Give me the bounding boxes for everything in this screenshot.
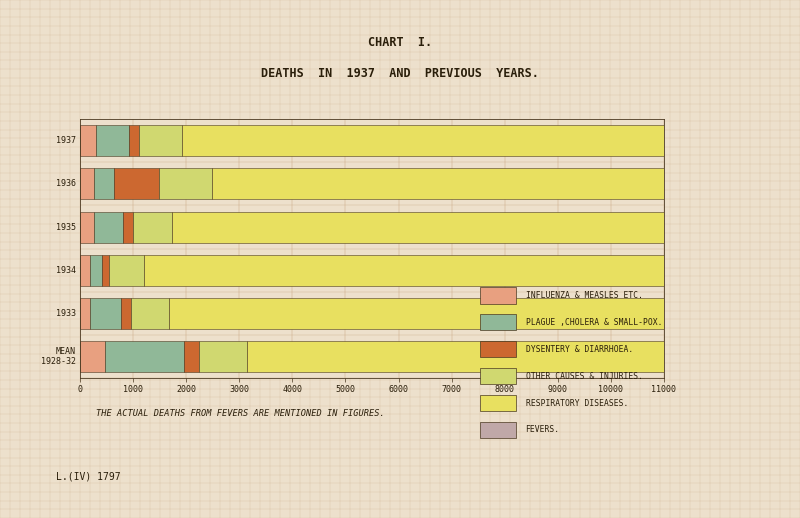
- Text: DYSENTERY & DIARRHOEA.: DYSENTERY & DIARRHOEA.: [526, 344, 633, 354]
- Bar: [102, 255, 109, 286]
- Bar: [159, 168, 212, 199]
- Bar: [80, 341, 106, 372]
- Bar: [90, 298, 122, 329]
- Text: PLAGUE ,CHOLERA & SMALL-POX.: PLAGUE ,CHOLERA & SMALL-POX.: [526, 318, 662, 327]
- Bar: [123, 211, 133, 242]
- Text: THE ACTUAL DEATHS FROM FEVERS ARE MENTIONED IN FIGURES.: THE ACTUAL DEATHS FROM FEVERS ARE MENTIO…: [96, 409, 385, 418]
- Bar: [172, 211, 800, 242]
- Text: INFLUENZA & MEASLES ETC.: INFLUENZA & MEASLES ETC.: [526, 291, 642, 300]
- Text: RESPIRATORY DISEASES.: RESPIRATORY DISEASES.: [526, 398, 628, 408]
- Bar: [122, 298, 131, 329]
- Bar: [94, 168, 114, 199]
- Bar: [80, 211, 94, 242]
- Bar: [246, 341, 800, 372]
- Bar: [212, 168, 800, 199]
- Bar: [96, 125, 129, 156]
- Text: L.(IV) 1797: L.(IV) 1797: [56, 471, 121, 481]
- Bar: [169, 298, 800, 329]
- Bar: [106, 341, 184, 372]
- Bar: [144, 255, 800, 286]
- Bar: [139, 125, 182, 156]
- Text: OTHER CAUSES & INJURIES.: OTHER CAUSES & INJURIES.: [526, 371, 642, 381]
- Bar: [131, 298, 169, 329]
- Bar: [199, 341, 246, 372]
- Text: DEATHS  IN  1937  AND  PREVIOUS  YEARS.: DEATHS IN 1937 AND PREVIOUS YEARS.: [261, 67, 539, 80]
- Bar: [182, 125, 800, 156]
- Bar: [94, 211, 123, 242]
- Bar: [90, 255, 102, 286]
- Bar: [129, 125, 139, 156]
- Bar: [114, 168, 159, 199]
- Bar: [109, 255, 144, 286]
- Bar: [80, 168, 94, 199]
- Bar: [80, 298, 90, 329]
- Bar: [80, 125, 96, 156]
- Bar: [133, 211, 172, 242]
- Text: CHART  I.: CHART I.: [368, 36, 432, 49]
- Bar: [80, 255, 90, 286]
- Bar: [184, 341, 199, 372]
- Text: FEVERS.: FEVERS.: [526, 425, 560, 435]
